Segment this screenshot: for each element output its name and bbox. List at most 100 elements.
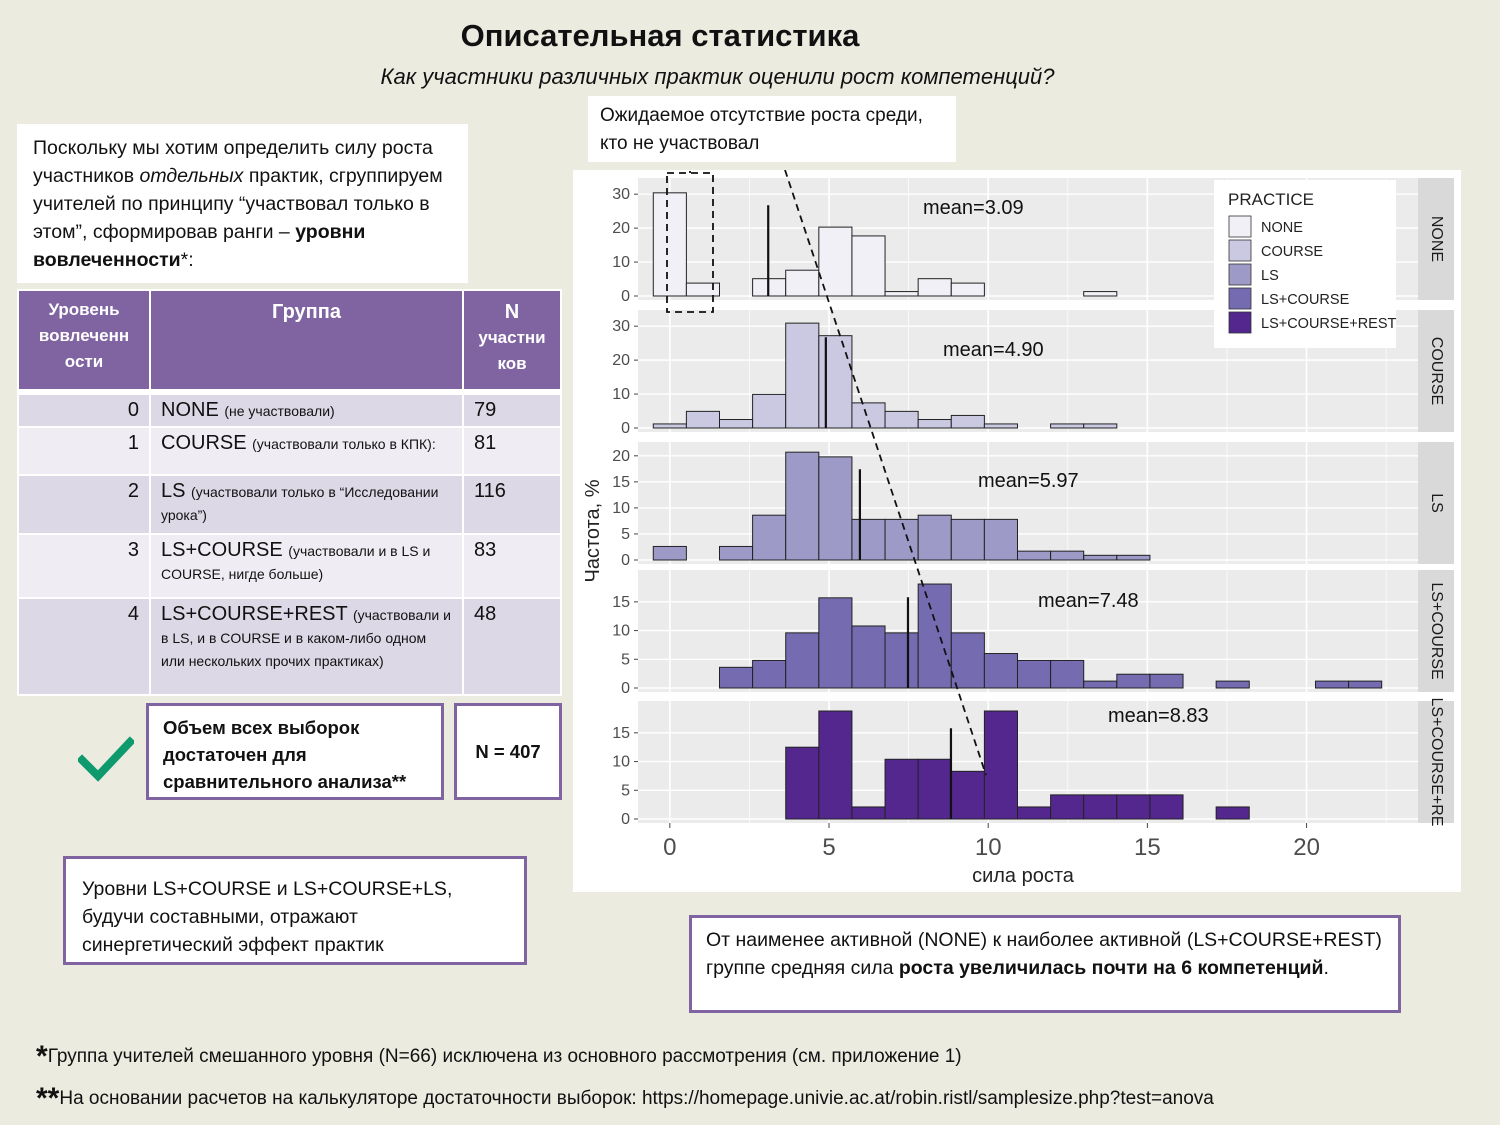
header-n-line: участни xyxy=(478,328,546,347)
row-n: 83 xyxy=(462,533,562,599)
histogram-bar xyxy=(1348,680,1383,689)
y-tick-label: 15 xyxy=(612,725,630,742)
row-n: 48 xyxy=(462,597,562,696)
facet-strip-label: LS+COURSE xyxy=(1428,582,1445,679)
histogram-bar xyxy=(1116,554,1151,561)
histogram-bar xyxy=(917,278,952,297)
y-tick-label: 5 xyxy=(621,782,630,799)
histogram-bar xyxy=(1050,550,1085,561)
header-n: N участни ков xyxy=(462,289,562,393)
facet-strip xyxy=(1418,178,1454,300)
table-header-row: Уровень вовлеченн ости Группа N участни … xyxy=(17,289,562,393)
row-group-name: LS+COURSE xyxy=(161,539,283,561)
row-group-note: (не участвовали) xyxy=(224,403,335,419)
x-tick-label: 20 xyxy=(1293,834,1320,861)
histogram-bar xyxy=(1215,680,1250,689)
header-group-line: Группа xyxy=(272,301,341,323)
histogram-bar xyxy=(983,653,1018,689)
footnote-2-text: На основании расчетов на калькуляторе до… xyxy=(59,1088,1214,1109)
row-group: LS (участвовали только в “Исследовании у… xyxy=(149,474,464,535)
footnote-1: *Группа учителей смешанного уровня (N=66… xyxy=(36,1040,962,1074)
intro-part-1: Поскольку мы хотим определить силу роста… xyxy=(33,137,433,187)
histogram-bar xyxy=(1116,673,1151,689)
histogram-bar xyxy=(685,410,721,429)
facet-strip-label: NONE xyxy=(1428,216,1445,262)
row-group: NONE (не участвовали) xyxy=(149,389,464,428)
y-tick-label: 20 xyxy=(612,352,630,369)
histogram-bar xyxy=(785,451,820,561)
x-tick-label: 0 xyxy=(663,834,676,861)
histogram-bar xyxy=(785,746,820,820)
x-tick-label: 10 xyxy=(975,834,1002,861)
header-n-line: ков xyxy=(497,354,527,373)
histogram-bar xyxy=(1083,291,1118,297)
header-level-line: Уровень xyxy=(48,300,120,319)
header-level-line: ости xyxy=(64,352,104,371)
histogram-bar xyxy=(785,632,820,689)
row-level: 1 xyxy=(17,426,151,476)
intro-part-3: *: xyxy=(180,249,194,271)
conclusion-part-2: . xyxy=(1323,957,1329,979)
groups-table: Уровень вовлеченн ости Группа N участни … xyxy=(17,289,562,696)
histogram-bar xyxy=(851,518,886,561)
y-tick-label: 30 xyxy=(612,186,630,203)
y-tick-label: 10 xyxy=(612,254,630,271)
histogram-bar xyxy=(851,402,886,429)
histogram-bar xyxy=(983,423,1018,429)
table-row: 0 NONE (не участвовали) 79 xyxy=(17,389,562,428)
check-icon xyxy=(78,736,134,782)
histogram-bar xyxy=(917,583,952,689)
page-subtitle: Как участники различных практик оценили … xyxy=(380,64,1055,89)
intro-strong: уровни вовлеченности xyxy=(33,221,366,271)
histogram-bar xyxy=(785,322,820,429)
histogram-bar xyxy=(884,291,919,297)
histogram-bar xyxy=(719,666,754,689)
row-group: LS+COURSE (участвовали и в LS и COURSE, … xyxy=(149,533,464,599)
row-group-note: (участвовали и в LS и COURSE, нигде боль… xyxy=(161,543,431,582)
facet-strip xyxy=(1418,701,1454,823)
y-tick-label: 20 xyxy=(612,448,630,465)
row-group-name: LS xyxy=(161,480,186,502)
histogram-bar xyxy=(1314,680,1350,689)
y-tick-label: 30 xyxy=(612,318,630,335)
y-tick-label: 5 xyxy=(621,526,630,543)
y-tick-label: 0 xyxy=(621,552,630,569)
row-n: 79 xyxy=(462,389,562,428)
facet-strip xyxy=(1418,570,1454,692)
header-level-line: вовлеченн xyxy=(38,326,130,345)
intro-text: Поскольку мы хотим определить силу роста… xyxy=(17,124,468,283)
y-tick-label: 10 xyxy=(612,754,630,771)
y-axis-label: Частота, % xyxy=(582,479,604,582)
header-level: Уровень вовлеченн ости xyxy=(17,289,151,393)
histogram-bar xyxy=(818,226,853,297)
histogram-bar xyxy=(752,514,787,561)
facet-strip xyxy=(1418,310,1454,432)
histogram-bar xyxy=(719,419,754,429)
histogram-bar xyxy=(1116,794,1151,820)
histogram-bar xyxy=(1050,794,1085,820)
histogram-bar xyxy=(884,758,919,820)
histogram-bar xyxy=(1050,659,1085,689)
row-group-note: (участвовали и в LS, и в COURSE и в како… xyxy=(161,607,451,669)
histogram-bar xyxy=(851,625,886,689)
expected-note: Ожидаемое отсутствие роста среди, кто не… xyxy=(588,96,956,162)
header-group: Группа xyxy=(149,289,464,393)
histogram-bar xyxy=(851,806,886,820)
facet-strip-label: LS+COURSE+RE xyxy=(1428,698,1445,827)
histogram-bar xyxy=(752,659,787,689)
row-group-name: LS+COURSE+REST xyxy=(161,603,348,625)
histogram-bar xyxy=(818,597,853,689)
legend-entry: LS+COURSE xyxy=(1261,292,1350,308)
row-n: 81 xyxy=(462,426,562,476)
conclusion-note: От наименее активной (NONE) к наиболее а… xyxy=(689,915,1401,1013)
histogram-bar xyxy=(950,518,985,561)
y-tick-label: 5 xyxy=(621,651,630,668)
y-tick-label: 10 xyxy=(612,623,630,640)
histogram-chart: 0 10 20 30 mean=3.09 NONE 0 10 20 30 mean=4.90 COUR… xyxy=(573,170,1461,892)
x-axis-label: сила роста xyxy=(972,865,1075,887)
row-group-note: (участвовали только в “Исследовании урок… xyxy=(161,484,439,523)
histogram-bar xyxy=(719,545,754,561)
conclusion-strong: роста увеличилась почти на 6 компетенций xyxy=(898,957,1324,979)
histogram-bar xyxy=(1083,554,1118,561)
row-level: 2 xyxy=(17,474,151,535)
